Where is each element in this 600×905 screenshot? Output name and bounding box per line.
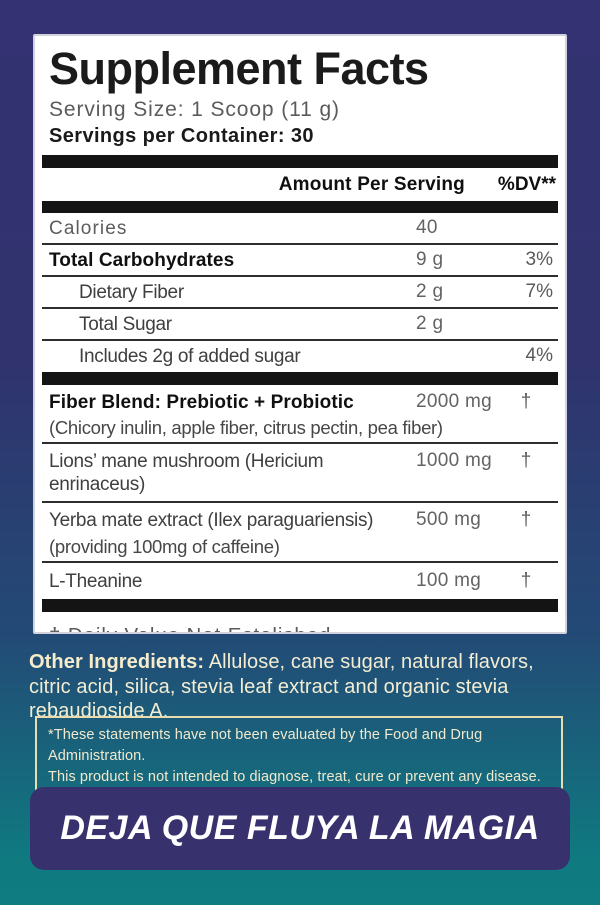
fact-dv: 7% <box>525 281 553 303</box>
fact-row-total-sugar: Total Sugar 2 g <box>42 309 558 342</box>
fact-row-added-sugar: Includes 2g of added sugar 4% <box>42 341 558 371</box>
fact-row-calories: Calories 40 <box>42 213 558 245</box>
fact-row-fiber-blend: Fiber Blend: Prebiotic + Probiotic 2000 … <box>42 385 558 444</box>
fact-name: Calories <box>49 217 128 239</box>
fact-dv: † <box>520 569 532 591</box>
fact-row-lions-mane: Lions’ mane mushroom (Hericium enrinaceu… <box>42 444 558 504</box>
fact-name: Includes 2g of added sugar <box>79 346 301 368</box>
fact-name: Total Carbohydrates <box>49 249 235 271</box>
fact-dv: 3% <box>525 248 553 270</box>
supplement-facts-panel: Supplement Facts Serving Size: 1 Scoop (… <box>33 34 567 634</box>
daily-value-footnote: † Daily Value Not Estalished <box>49 624 331 632</box>
footnotes: † Daily Value Not Estalished ** Percent … <box>49 623 558 632</box>
fact-subtext: (providing 100mg of caffeine) <box>49 535 280 557</box>
divider-bar-middle <box>42 371 558 385</box>
supplement-facts-title: Supplement Facts <box>49 43 429 94</box>
fact-name: L-Theanine <box>49 570 143 592</box>
servings-per-container-text: Servings per Container: 30 <box>49 124 314 147</box>
slogan-text: DEJA QUE FLUYA LA MAGIA <box>60 809 540 847</box>
fact-row-l-theanine: L-Theanine 100 mg † <box>42 563 558 599</box>
fact-amount: 9 g <box>416 248 444 270</box>
fact-amount: 2 g <box>416 313 444 335</box>
divider-bar-header <box>42 200 558 213</box>
fact-name: Yerba mate extract (Ilex paraguariensis) <box>49 510 374 532</box>
fact-dv: † <box>520 390 532 412</box>
fact-name: Dietary Fiber <box>79 282 184 304</box>
table-header-row: Amount Per Serving %DV** <box>42 168 558 201</box>
fact-amount: 40 <box>416 216 438 238</box>
fact-row-yerba-mate: Yerba mate extract (Ilex paraguariensis)… <box>42 503 558 563</box>
other-ingredients-paragraph: Other Ingredients: Allulose, cane sugar,… <box>29 650 574 724</box>
divider-bar-top <box>42 154 558 168</box>
divider-bar-bottom <box>42 598 558 612</box>
fact-amount: 500 mg <box>416 509 482 531</box>
fact-dv: † <box>520 449 532 471</box>
fda-disclaimer-line1: *These statements have not been evaluate… <box>48 727 483 765</box>
fact-dv: † <box>520 509 532 531</box>
other-ingredients-text: Allulose, cane sugar, natural flavors, c… <box>29 651 534 723</box>
fact-dv: 4% <box>525 345 553 367</box>
fact-row-total-carbohydrates: Total Carbohydrates 9 g 3% <box>42 245 558 278</box>
fda-disclaimer-line2: This product is not intended to diagnose… <box>48 769 541 786</box>
fact-subtext: (Chicory inulin, apple fiber, citrus pec… <box>49 416 443 438</box>
fact-row-dietary-fiber: Dietary Fiber 2 g 7% <box>42 277 558 310</box>
column-header-amount: Amount Per Serving <box>278 173 465 195</box>
fact-name: Lions’ mane mushroom (Hericium enrinaceu… <box>49 450 324 496</box>
fact-name: Fiber Blend: Prebiotic + Probiotic <box>49 391 354 413</box>
slogan-banner: DEJA QUE FLUYA LA MAGIA <box>30 787 570 870</box>
fact-amount: 2 g <box>416 281 444 303</box>
other-ingredients-label: Other Ingredients: <box>29 651 205 673</box>
fact-name: Total Sugar <box>79 314 172 336</box>
fact-amount: 1000 mg <box>416 449 493 471</box>
column-header-dv: %DV** <box>497 173 556 195</box>
serving-size-text: Serving Size: 1 Scoop (11 g) <box>49 97 340 121</box>
fact-amount: 100 mg <box>416 569 482 591</box>
fact-amount: 2000 mg <box>416 390 493 412</box>
fda-disclaimer-box: *These statements have not been evaluate… <box>35 716 563 799</box>
